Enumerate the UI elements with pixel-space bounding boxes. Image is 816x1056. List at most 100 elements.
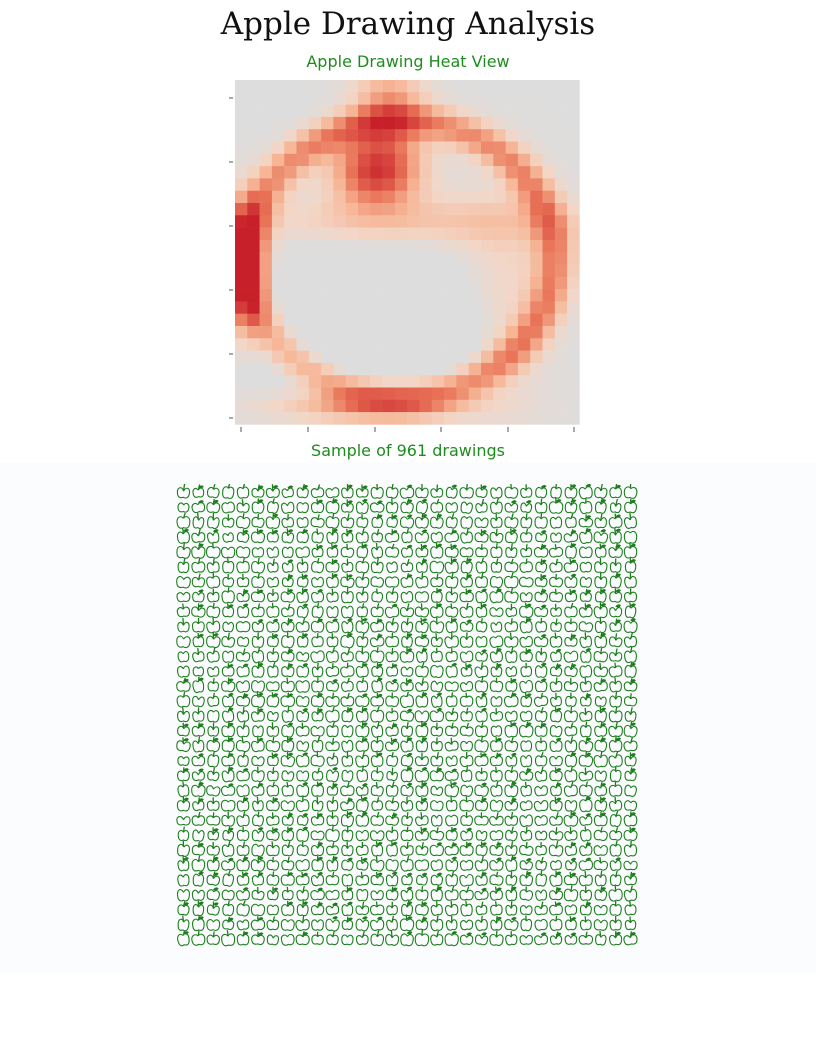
heatmap-cell <box>358 289 371 302</box>
heatmap-cell <box>358 412 371 425</box>
drawing-thumbnail <box>519 648 533 662</box>
drawing-thumbnail <box>505 543 518 559</box>
drawing-thumbnail <box>533 634 549 648</box>
heatmap-cell <box>345 387 359 401</box>
drawing-thumbnail <box>340 605 354 619</box>
heatmap-cell <box>296 326 310 339</box>
heatmap-cell <box>235 313 248 327</box>
drawing-thumbnail <box>400 736 414 753</box>
heatmap-cell <box>481 153 494 167</box>
heatmap-cell <box>321 104 334 118</box>
heatmap-cell <box>554 338 568 351</box>
drawing-thumbnail <box>400 931 414 947</box>
drawing-thumbnail <box>371 841 384 857</box>
heatmap-cell <box>235 239 248 253</box>
drawing-thumbnail <box>564 484 578 499</box>
heatmap-cell <box>419 239 433 253</box>
drawing-thumbnail <box>192 871 205 887</box>
drawing-thumbnail <box>191 855 206 872</box>
drawing-thumbnail <box>281 886 294 901</box>
heatmap-cell <box>370 92 383 105</box>
drawing-thumbnail <box>266 498 279 514</box>
heatmap-cell <box>308 338 322 351</box>
drawing-thumbnail <box>280 648 295 662</box>
drawing-thumbnail <box>415 886 429 901</box>
heatmap-cell <box>444 141 457 155</box>
heatmap-cell <box>468 227 482 241</box>
heatmap-cell <box>542 301 556 314</box>
drawing-thumbnail <box>355 706 369 723</box>
drawing-thumbnail <box>519 841 534 856</box>
drawing-thumbnail <box>370 781 384 797</box>
drawing-thumbnail <box>325 737 340 752</box>
drawing-thumbnail <box>281 770 295 782</box>
drawing-thumbnail <box>356 632 369 648</box>
drawing-thumbnail <box>489 708 504 722</box>
heatmap-cell <box>382 313 396 327</box>
heatmap-cell <box>517 215 531 228</box>
heatmap-cell <box>370 239 383 253</box>
drawing-thumbnail <box>430 573 444 588</box>
drawing-thumbnail <box>534 573 548 588</box>
heatmap-cell <box>370 264 383 278</box>
drawing-thumbnail <box>534 901 548 916</box>
drawing-thumbnail <box>459 692 474 707</box>
drawing-thumbnail <box>206 887 220 901</box>
heatmap-chart <box>229 80 580 432</box>
heatmap-cell <box>271 276 285 290</box>
drawing-thumbnail <box>371 676 383 693</box>
drawing-thumbnail <box>236 707 250 723</box>
heatmap-cell <box>235 166 248 179</box>
heatmap-cell <box>493 326 506 339</box>
heatmap-cell <box>358 375 371 388</box>
drawing-thumbnail <box>430 587 443 603</box>
heatmap-cell <box>296 141 310 155</box>
drawing-thumbnail <box>280 751 296 768</box>
drawing-thumbnail <box>548 840 564 857</box>
drawing-thumbnail <box>624 572 637 589</box>
drawing-thumbnail <box>355 751 370 768</box>
drawing-thumbnail <box>310 498 325 514</box>
heatmap-cell <box>333 92 346 105</box>
drawing-thumbnail <box>281 546 294 559</box>
heatmap-cell <box>235 350 248 364</box>
heatmap-cell <box>456 80 469 93</box>
heatmap-cell <box>358 166 371 179</box>
drawing-thumbnail <box>222 573 235 588</box>
drawing-thumbnail <box>475 557 488 574</box>
drawing-thumbnail <box>266 796 280 812</box>
heatmap-cell <box>567 80 580 93</box>
drawing-thumbnail <box>386 663 399 677</box>
heatmap-cell <box>296 239 310 253</box>
heatmap-cell <box>394 116 408 130</box>
drawing-thumbnail <box>430 647 443 663</box>
drawing-thumbnail <box>623 530 638 544</box>
heatmap-cell <box>530 301 543 314</box>
drawing-thumbnail <box>385 692 400 708</box>
heatmap-cell <box>394 203 408 216</box>
heatmap-cell <box>296 129 310 142</box>
heatmap-cell <box>456 252 469 265</box>
heatmap-cell <box>530 104 543 118</box>
drawing-thumbnail <box>549 796 563 812</box>
heatmap-cell <box>431 129 445 142</box>
heatmap-cell <box>431 203 445 216</box>
drawing-thumbnail <box>236 919 250 931</box>
drawing-thumbnail <box>565 513 577 529</box>
drawing-thumbnail <box>430 814 443 827</box>
drawing-thumbnail <box>326 842 339 856</box>
heatmap-cell <box>554 104 568 118</box>
heatmap-cell <box>530 203 543 216</box>
heatmap-cell <box>345 129 359 142</box>
drawing-thumbnail <box>519 602 534 618</box>
drawing-thumbnail <box>310 692 325 708</box>
drawing-thumbnail <box>549 725 563 738</box>
drawing-thumbnail <box>221 930 236 947</box>
drawing-thumbnail <box>549 767 563 782</box>
drawing-thumbnail <box>444 768 459 781</box>
heatmap-cell <box>271 338 285 351</box>
heatmap-cell <box>481 276 494 290</box>
drawing-thumbnail <box>206 841 220 856</box>
drawing-thumbnail <box>474 677 489 693</box>
heatmap-cell <box>444 178 457 191</box>
